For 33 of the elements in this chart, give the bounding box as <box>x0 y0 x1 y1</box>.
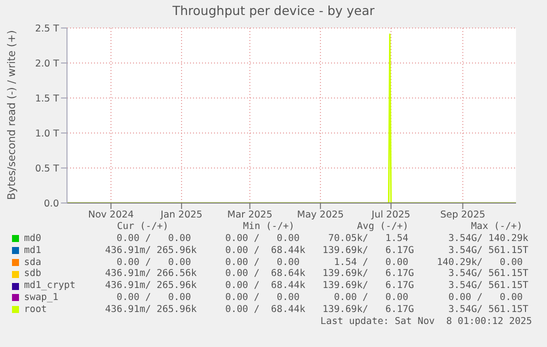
text: 436.91m/ 266.56k 0.00 / 68.64k 139.69k/ 6.17G 3.54G/ 561.15T <box>104 268 528 280</box>
text: Min (-/+) <box>243 221 294 233</box>
text: Last update: Sat Nov 8 01:00:12 2025 <box>319 316 532 328</box>
x-tick-label: May 2025 <box>297 210 344 221</box>
x-tick-label: Nov 2024 <box>88 210 134 221</box>
y-tick-label: 2.5 T <box>35 23 60 34</box>
text: 436.91m/ 265.96k 0.00 / 68.44k 139.69k/ 6.17G 3.54G/ 561.15T <box>104 280 528 292</box>
legend-label: sda <box>24 256 42 268</box>
text: 436.91m/ 265.96k 0.00 / 68.44k 139.69k/ 6.17G 3.54G/ 561.15T <box>104 304 528 316</box>
text: Avg (-/+) <box>357 221 408 233</box>
text: 0.00 / 0.00 0.00 / 0.00 70.05k/ 1.54 3.54G/ 140.29k <box>116 233 528 245</box>
legend-label: md1_crypt <box>24 280 76 292</box>
y-tick-label: 0.0 <box>44 198 59 210</box>
x-tick-label: Jul 2025 <box>370 210 410 221</box>
x-tick-label: Jan 2025 <box>160 210 202 221</box>
text: Max (-/+) <box>471 221 522 233</box>
legend-label: md0 <box>24 233 42 245</box>
legend-label: sdb <box>24 268 42 280</box>
legend-label: md1 <box>24 244 42 257</box>
text: Cur (-/+) <box>117 221 168 233</box>
text: 0.00 / 0.00 0.00 / 0.00 1.54 / 0.00 140.29k/ 0.00 <box>116 256 524 268</box>
x-tick-label: Sep 2025 <box>440 210 486 221</box>
y-tick-label: 1.5 T <box>35 93 60 104</box>
text: 0.00 / 0.00 0.00 / 0.00 0.00 / 0.00 0.00 / 0.00 <box>116 292 524 304</box>
y-tick-label: 0.5 T <box>35 163 60 174</box>
x-tick-label: Mar 2025 <box>227 210 272 221</box>
chart-title: Throughput per device - by year <box>171 3 376 18</box>
y-tick-label: 2.0 T <box>35 58 60 70</box>
y-tick-label: 1.0 T <box>35 128 60 140</box>
legend-label: root <box>24 304 48 316</box>
y-axis-title: Bytes/second read (-) / write (+) <box>6 30 18 200</box>
text: 436.91m/ 265.96k 0.00 / 68.44k 139.69k/ 6.17G 3.54G/ 561.15T <box>104 244 528 257</box>
legend-label: swap_1 <box>24 292 60 304</box>
